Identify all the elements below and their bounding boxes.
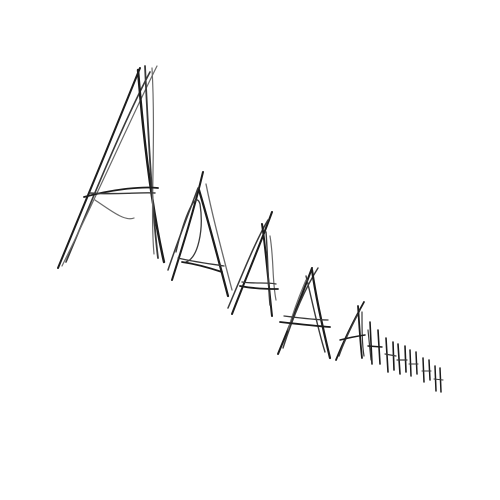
scribble-letter-a-4 (277, 267, 332, 360)
scribble-letter-h-1 (367, 321, 383, 365)
scribble-letter-h-4 (408, 349, 419, 377)
scribble-letter-a-1 (57, 65, 166, 269)
handwritten-scream-drawing (57, 65, 444, 393)
scribble-letter-a-3 (227, 211, 279, 317)
scribble-letter-h-5 (421, 357, 432, 383)
scribble-letter-h-3 (396, 343, 408, 375)
scribble-letter-h-6 (433, 365, 444, 393)
scribble-letter-a-5 (335, 301, 366, 361)
scribble-letter-a-2 (167, 171, 233, 298)
scribble-letter-h-2 (384, 337, 397, 373)
